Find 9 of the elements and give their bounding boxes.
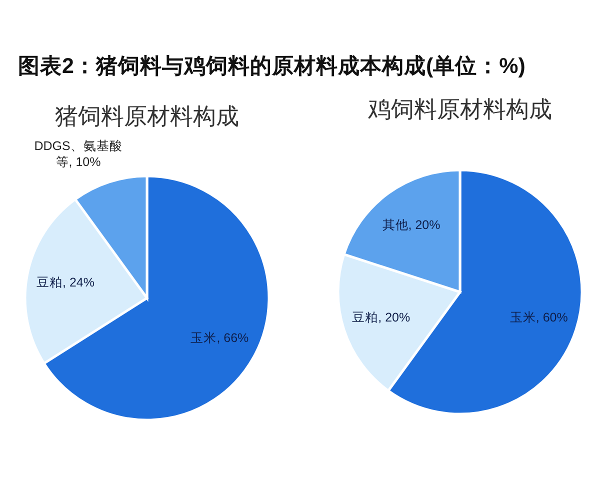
chart-title: 图表2：猪饲料与鸡饲料的原材料成本构成(单位：%) <box>18 54 526 78</box>
slice-label: 其他, 20% <box>382 218 440 232</box>
slice-label: 玉米, 60% <box>510 310 568 325</box>
slice-label: DDGS、氨基酸等, 10% <box>34 139 122 170</box>
slice-label: 玉米, 66% <box>190 330 249 345</box>
slice-label: 豆粕, 24% <box>36 275 94 290</box>
slice-label: 豆粕, 20% <box>352 310 410 325</box>
chart-subtitle: 猪饲料原材料构成 <box>55 103 239 129</box>
chart-title: 鸡饲料原材料构成 <box>367 96 552 122</box>
